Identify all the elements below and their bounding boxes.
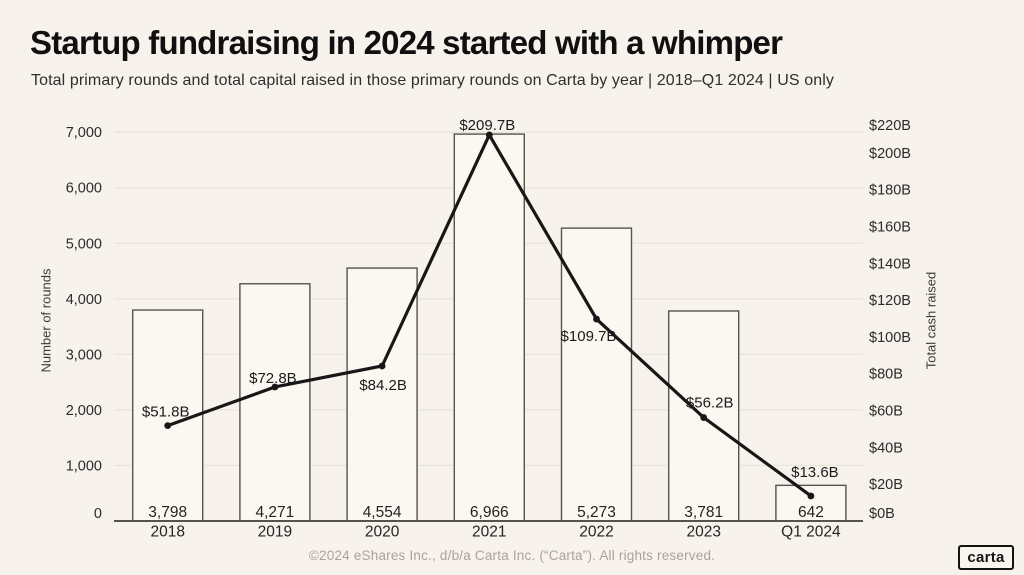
line-point-Q1 2024	[807, 492, 815, 500]
line-value-label: $84.2B	[359, 377, 407, 394]
bar-2021	[453, 133, 525, 522]
x-axis-category-label: 2018	[150, 524, 184, 541]
right-axis-tick-label: $60B	[869, 404, 903, 420]
left-axis-tick-label: 0	[94, 506, 102, 522]
left-axis-tick-label: 3,000	[66, 347, 102, 363]
right-axis-tick-label: $40B	[869, 440, 903, 456]
bar-2018	[131, 309, 204, 522]
right-axis-tick-label: $200B	[869, 146, 911, 162]
x-axis-category-label: 2020	[365, 524, 400, 541]
x-axis-category-label: 2019	[258, 524, 292, 541]
bar-value-label: 4,554	[363, 504, 402, 521]
line-value-label: $51.8B	[142, 404, 190, 421]
line-point-2019	[271, 383, 279, 391]
right-axis-title: Total cash raised	[923, 271, 939, 370]
line-value-label: $13.6B	[791, 464, 839, 481]
left-axis-tick-label: 6,000	[66, 181, 102, 197]
bar-2020	[346, 267, 418, 522]
left-axis-tick-label: 1,000	[66, 458, 102, 474]
line-point-2022	[593, 315, 600, 323]
x-axis-category-label: 2022	[579, 524, 613, 541]
copyright-footer: ©2024 eShares Inc., d/b/a Carta Inc. (“C…	[308, 548, 716, 563]
bar-value-label: 6,966	[470, 504, 509, 521]
bar-2022	[560, 227, 633, 522]
left-axis-tick-label: 5,000	[66, 236, 102, 252]
line-value-label: $72.8B	[249, 370, 297, 387]
bar-value-label: 3,798	[148, 504, 187, 521]
bar-value-label: 3,781	[684, 504, 723, 521]
right-axis-tick-label: $140B	[869, 256, 911, 272]
line-point-2023	[700, 414, 708, 421]
right-axis-tick-label: $180B	[869, 183, 911, 199]
chart-title: Startup fundraising in 2024 started with…	[30, 24, 783, 61]
line-point-2018	[164, 422, 172, 430]
carta-logo: carta	[958, 545, 1014, 570]
right-axis-tick-label: $0B	[869, 506, 895, 522]
right-axis-tick-label: $120B	[869, 293, 911, 309]
line-point-2021	[485, 131, 493, 139]
x-axis-category-label: 2023	[686, 524, 720, 541]
left-axis-title: Number of rounds	[38, 268, 54, 373]
left-axis-tick-label: 2,000	[66, 403, 102, 419]
right-axis-tick-label: $160B	[869, 219, 911, 235]
x-axis-category-label: 2021	[472, 524, 506, 541]
left-axis-tick-label: 7,000	[66, 125, 102, 141]
right-axis-tick-label: $80B	[869, 367, 903, 383]
right-axis-tick-label: $100B	[869, 330, 911, 346]
x-axis-category-label: Q1 2024	[781, 524, 841, 541]
bar-value-label: 5,273	[577, 504, 616, 521]
line-value-label: $109.7B	[561, 328, 617, 345]
bar-value-label: 4,271	[256, 504, 295, 521]
line-value-label: $209.7B	[459, 117, 515, 134]
right-axis-tick-label: $20B	[869, 477, 903, 493]
line-point-2020	[378, 362, 386, 370]
chart-subtitle: Total primary rounds and total capital r…	[31, 72, 834, 89]
bar-value-label: 642	[798, 504, 824, 521]
bar-2019	[239, 283, 311, 522]
right-axis-tick-label: $220B	[869, 118, 911, 134]
line-value-label: $56.2B	[686, 395, 734, 412]
left-axis-tick-label: 4,000	[66, 292, 102, 308]
